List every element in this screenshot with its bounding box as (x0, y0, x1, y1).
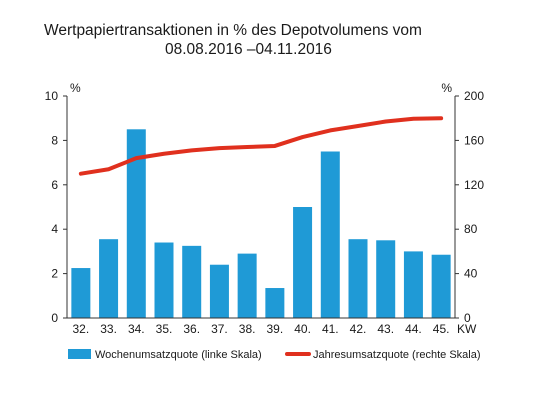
y-left-tick-label: 8 (51, 133, 58, 147)
y-right-tick-label: 160 (464, 133, 484, 147)
y-left-unit-label: % (70, 81, 81, 95)
x-tick-label: 42. (350, 322, 367, 336)
y-left-tick-label: 6 (51, 178, 58, 192)
line-layer (78, 116, 444, 176)
y-left-tick-label: 2 (51, 267, 58, 281)
bar (71, 268, 91, 318)
bar (182, 245, 202, 318)
y-left-tick-label: 0 (51, 311, 58, 325)
bar (237, 253, 257, 318)
labels-layer: 0 2 4 6 8 10 0 40 80 120 160 200 32. 33. 34. 35. 36. 37. 3… (45, 81, 485, 336)
chart-title-line1: Wertpapiertransaktionen in % des Depotvo… (44, 22, 422, 39)
y-right-tick-label: 40 (464, 267, 478, 281)
axes-layer (63, 95, 459, 319)
bar (348, 239, 368, 318)
x-tick-label: 39. (267, 322, 284, 336)
bars-layer (71, 129, 451, 318)
bar (154, 242, 174, 318)
x-tick-label: 37. (211, 322, 228, 336)
x-tick-label: 40. (294, 322, 311, 336)
x-unit-label: KW (457, 322, 477, 336)
legend-label-bar: Wochenumsatzquote (linke Skala) (95, 349, 262, 361)
x-tick-label: 34. (128, 322, 145, 336)
bar (431, 254, 451, 318)
x-tick-label: 36. (183, 322, 200, 336)
bar (403, 251, 423, 318)
x-tick-label: 44. (405, 322, 422, 336)
bar (293, 207, 313, 318)
legend-swatch-bar (68, 349, 91, 359)
x-tick-label: 45. (433, 322, 450, 336)
bar (99, 239, 119, 318)
x-tick-label: 38. (239, 322, 256, 336)
y-right-unit-label: % (441, 81, 452, 95)
y-right-tick-label: 120 (464, 178, 484, 192)
y-left-tick-label: 4 (51, 222, 58, 236)
x-tick-label: 33. (100, 322, 117, 336)
x-tick-label: 41. (322, 322, 339, 336)
x-tick-label: 35. (156, 322, 173, 336)
line-series-jahresumsatzquote (78, 116, 444, 176)
y-left-tick-label: 10 (45, 89, 59, 103)
bar (376, 240, 396, 318)
legend-label-line: Jahresumsatzquote (rechte Skala) (313, 349, 481, 361)
x-tick-label: 43. (377, 322, 394, 336)
y-right-tick-label: 80 (464, 222, 478, 236)
bar (265, 288, 285, 318)
chart-title-line2: 08.08.2016 –04.11.2016 (165, 41, 332, 58)
bar (320, 151, 340, 318)
bar (209, 264, 229, 318)
y-right-tick-label: 0 (464, 311, 471, 325)
x-tick-label: 32. (73, 322, 90, 336)
bar (126, 129, 146, 318)
y-right-tick-label: 200 (464, 89, 484, 103)
legend-layer: Wochenumsatzquote (linke Skala) Jahresums… (68, 349, 481, 361)
